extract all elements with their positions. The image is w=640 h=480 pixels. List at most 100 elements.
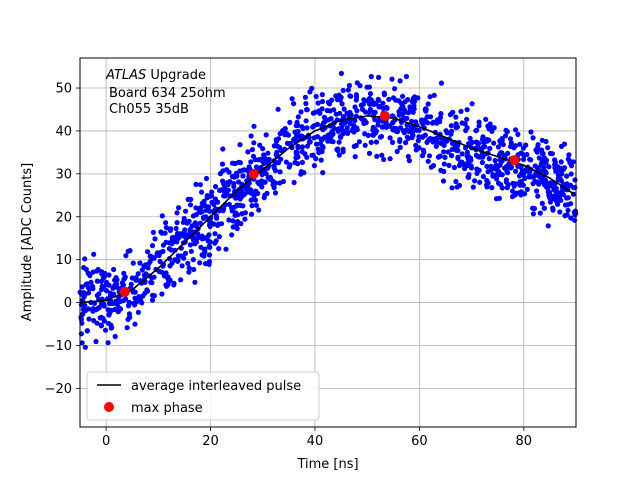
y-tick-label: 0 (64, 296, 72, 311)
sample-point (202, 261, 209, 267)
sample-point (111, 266, 117, 273)
sample-point (398, 125, 404, 131)
sample-point (549, 180, 555, 186)
sample-point (464, 162, 470, 168)
sample-point (186, 269, 192, 275)
sample-point (302, 151, 308, 157)
sample-point (400, 93, 406, 99)
sample-point (364, 84, 370, 90)
sample-point (272, 190, 279, 196)
x-tick-label: 60 (411, 434, 428, 449)
sample-point (117, 298, 124, 304)
sample-point (319, 92, 325, 98)
sample-point (382, 123, 388, 129)
sample-point (315, 146, 321, 152)
sample-point (79, 284, 85, 290)
sample-point (396, 98, 402, 104)
sample-point (120, 282, 126, 288)
sample-point (413, 147, 419, 153)
sample-point (500, 141, 506, 148)
sample-point (344, 125, 350, 131)
sample-point (572, 208, 579, 214)
sample-point (220, 188, 226, 194)
sample-point (448, 123, 454, 129)
sample-point (82, 256, 88, 262)
sample-point (312, 109, 318, 115)
sample-point (144, 287, 150, 293)
sample-point (135, 295, 141, 301)
sample-point (260, 169, 266, 176)
y-axis-label: Amplitude [ADC Counts] (20, 163, 35, 321)
sample-point (406, 158, 412, 164)
y-tick-label: −10 (45, 339, 72, 354)
sample-point (130, 260, 136, 266)
sample-point (464, 125, 470, 131)
sample-point (192, 279, 198, 285)
sample-point (495, 163, 501, 170)
sample-point (291, 101, 297, 107)
average-pulse-line (79, 115, 577, 304)
sample-point (303, 118, 309, 124)
sample-point (196, 208, 202, 214)
sample-point (307, 139, 313, 145)
sample-point (319, 98, 326, 105)
sample-point (255, 190, 261, 196)
sample-point (295, 132, 301, 138)
sample-point (137, 260, 143, 266)
sample-point (103, 288, 110, 294)
sample-point (225, 187, 231, 193)
sample-point (397, 138, 403, 144)
sample-point (264, 190, 270, 196)
sample-point (174, 210, 180, 216)
sample-point (183, 219, 189, 225)
sample-point (368, 139, 374, 145)
sample-point (517, 141, 523, 147)
sample-point (166, 240, 172, 246)
legend-marker-swatch (104, 402, 114, 412)
sample-point (277, 144, 283, 151)
sample-point (476, 140, 482, 146)
sample-point (438, 111, 444, 117)
sample-point (212, 231, 218, 237)
sample-point (572, 177, 578, 183)
sample-point (459, 151, 465, 157)
sample-point (438, 80, 444, 86)
sample-point (503, 177, 509, 183)
sample-point (568, 201, 574, 207)
x-tick-label: 80 (516, 434, 533, 449)
sample-point (294, 149, 300, 156)
sample-point (479, 159, 485, 166)
sample-point (339, 125, 345, 131)
sample-point (365, 132, 371, 138)
sample-point (539, 160, 545, 166)
sample-point (230, 218, 236, 224)
sample-point (521, 156, 527, 162)
sample-point (255, 166, 261, 172)
sample-point (504, 129, 510, 135)
sample-point (441, 142, 447, 148)
sample-point (526, 174, 532, 180)
sample-point (336, 139, 342, 145)
sample-point (197, 182, 203, 188)
sample-point (124, 325, 130, 331)
sample-point (565, 156, 571, 162)
sample-point (520, 182, 527, 188)
sample-point (386, 96, 392, 102)
sample-point (535, 193, 541, 199)
sample-point (222, 193, 228, 199)
sample-point (160, 242, 166, 248)
sample-point (248, 133, 254, 139)
sample-point (509, 194, 516, 200)
sample-point (468, 163, 474, 169)
annotation-atlas: ATLAS (105, 68, 146, 83)
sample-point (93, 338, 99, 345)
sample-point (304, 143, 311, 149)
sample-point (204, 193, 210, 199)
sample-point (217, 187, 223, 193)
sample-point (427, 94, 433, 100)
sample-point (449, 153, 455, 159)
sample-point (425, 158, 431, 164)
sample-point (198, 244, 204, 250)
sample-point (390, 139, 396, 145)
sample-point (175, 253, 181, 259)
